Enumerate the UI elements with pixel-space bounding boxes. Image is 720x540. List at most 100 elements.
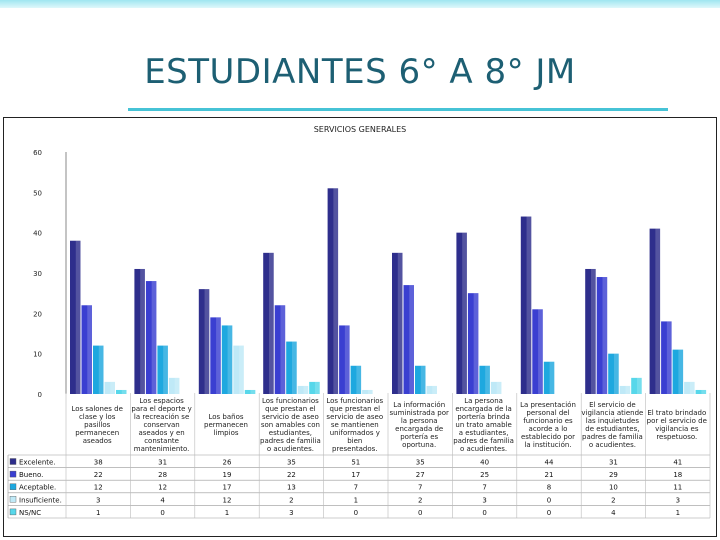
bar	[532, 309, 543, 394]
category-label: La información suministrada por la perso…	[389, 401, 449, 449]
table-cell-value: 0	[547, 509, 551, 517]
bar-highlight	[250, 389, 256, 394]
y-tick-label: 0	[38, 391, 42, 399]
bar	[263, 252, 274, 394]
y-tick-label: 60	[33, 149, 42, 157]
y-tick-label: 50	[33, 189, 42, 197]
bar	[274, 305, 286, 394]
legend-swatch	[9, 483, 17, 490]
table-cell-value: 0	[482, 509, 486, 517]
bar-chart: SERVICIOS GENERALES0102030405060Excelent…	[7, 125, 711, 519]
bar	[327, 188, 339, 394]
bar-highlight	[666, 321, 672, 394]
bar-highlight	[420, 365, 426, 394]
bar	[244, 389, 256, 394]
bar	[596, 277, 608, 394]
table-cell-value: 35	[416, 459, 425, 467]
table-cell-value: 0	[354, 509, 358, 517]
bar-highlight	[110, 381, 115, 394]
bar	[309, 381, 320, 394]
bar-highlight	[473, 293, 479, 394]
chart-frame: SERVICIOS GENERALES 0 10 20 30 40 50 60 Excelent…	[3, 117, 717, 537]
bar-highlight	[655, 228, 661, 394]
bar-highlight	[549, 361, 555, 394]
table-cell-value: 7	[418, 484, 422, 492]
bar	[297, 385, 309, 394]
table-cell-value: 40	[480, 459, 489, 467]
category-label: Los funcionarios que prestan el servicio…	[260, 397, 321, 453]
legend-swatch	[9, 470, 17, 478]
y-tick-label: 30	[33, 270, 42, 278]
category-label: El trato brindado por el servicio de vig…	[646, 409, 707, 441]
bar-highlight	[678, 349, 684, 394]
y-tick-label: 10	[33, 351, 42, 359]
bar	[198, 289, 210, 394]
table-cell-value: 2	[611, 496, 615, 504]
bar-highlight	[526, 216, 532, 394]
bar	[520, 216, 532, 394]
bar-highlight	[216, 317, 221, 394]
bar-highlight	[163, 345, 168, 394]
table-cell-value: 35	[287, 459, 296, 467]
bar-highlight	[367, 389, 373, 394]
category-label: El servicio de vigilancia atiende las in…	[581, 401, 644, 449]
table-cell-value: 1	[354, 496, 358, 504]
table-cell-value: 51	[351, 459, 360, 467]
bar-highlight	[636, 377, 642, 394]
bar-highlight	[538, 309, 543, 394]
table-cell-value: 17	[223, 484, 232, 492]
table-cell-value: 4	[611, 509, 616, 517]
table-cell-value: 1	[96, 509, 100, 517]
bar	[619, 385, 631, 394]
table-cell-value: 10	[609, 484, 618, 492]
bar-highlight	[625, 385, 631, 394]
bar	[661, 321, 672, 394]
bar	[490, 381, 502, 394]
bar	[415, 365, 426, 394]
table-cell-value: 21	[545, 471, 554, 479]
table-cell-value: 31	[158, 459, 167, 467]
bar	[543, 361, 555, 394]
bar-highlight	[333, 188, 339, 394]
bar-highlight	[485, 365, 490, 394]
bar	[608, 353, 619, 394]
table-cell-value: 22	[94, 471, 103, 479]
category-label: La presentación personal del funcionario…	[520, 401, 576, 449]
bar	[684, 381, 695, 394]
bar	[221, 325, 233, 394]
legend-entry: NS/NC	[19, 509, 41, 517]
bar	[233, 345, 244, 394]
table-cell-value: 41	[673, 459, 682, 467]
bar-highlight	[227, 325, 233, 394]
bar	[672, 349, 684, 394]
bar	[145, 281, 157, 394]
table-cell-value: 3	[96, 496, 100, 504]
category-label: La persona encargada de la portería brin…	[453, 397, 514, 453]
bar-highlight	[397, 252, 403, 394]
bar-highlight	[87, 305, 92, 394]
bar-highlight	[268, 252, 274, 394]
bar-highlight	[409, 285, 414, 394]
table-cell-value: 12	[223, 496, 232, 504]
bar-highlight	[75, 240, 81, 394]
bar	[479, 365, 490, 394]
category-label: Los baños permanecen limpios	[204, 413, 248, 437]
table-cell-value: 2	[418, 496, 422, 504]
legend-entry: Excelente.	[19, 459, 56, 467]
table-cell-value: 19	[223, 471, 232, 479]
y-tick-label: 40	[33, 230, 42, 238]
bar-highlight	[356, 365, 362, 394]
table-cell-value: 7	[482, 484, 486, 492]
bar-highlight	[291, 341, 297, 394]
bar	[104, 381, 115, 394]
table-cell-value: 18	[673, 471, 682, 479]
table-cell-value: 0	[160, 509, 164, 517]
bar	[168, 377, 180, 394]
table-cell-value: 44	[545, 459, 554, 467]
bar-highlight	[602, 277, 608, 394]
table-cell-value: 1	[225, 509, 229, 517]
bar	[116, 389, 127, 394]
table-cell-value: 28	[158, 471, 167, 479]
table-cell-value: 7	[354, 484, 358, 492]
bar	[362, 389, 373, 394]
